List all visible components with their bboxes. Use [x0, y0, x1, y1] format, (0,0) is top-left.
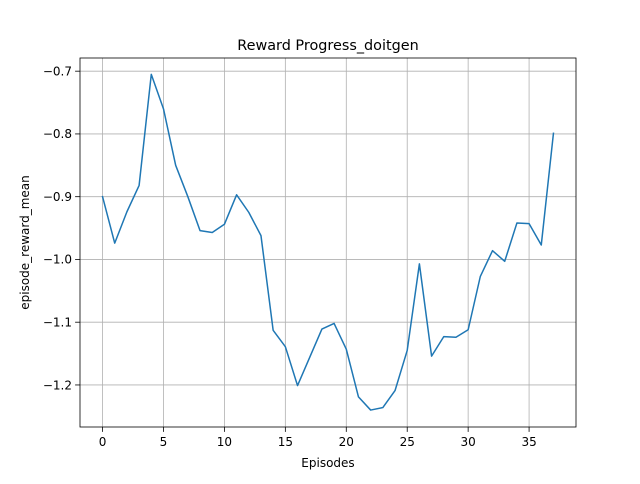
x-tick-label: 10	[217, 435, 232, 449]
series-line	[101, 73, 555, 411]
x-axis-label: Episodes	[301, 456, 354, 470]
y-tick-label: −0.8	[43, 127, 72, 141]
y-axis-label: episode_reward_mean	[18, 175, 32, 310]
x-tick-label: 5	[160, 435, 168, 449]
chart-title: Reward Progress_doitgen	[237, 38, 418, 54]
plot-frame	[79, 57, 577, 428]
grid	[80, 58, 576, 427]
x-tick-label: 15	[278, 435, 293, 449]
y-tick-label: −1.0	[43, 253, 72, 267]
series-layer	[101, 73, 555, 411]
x-tick-label: 30	[461, 435, 476, 449]
y-tick-label: −1.1	[43, 315, 72, 329]
x-tick-label: 20	[339, 435, 354, 449]
y-tick-label: −1.2	[43, 378, 72, 392]
y-tick-label: −0.7	[43, 64, 72, 78]
x-tick-label: 25	[400, 435, 415, 449]
y-tick-label: −0.9	[43, 190, 72, 204]
ticks: 0 5 10 15 20 25 30 35 −1.2 −1.1 −1.0 −0.9 −0.8 −0.7	[43, 64, 537, 449]
x-tick-label: 0	[99, 435, 107, 449]
x-tick-label: 35	[521, 435, 536, 449]
